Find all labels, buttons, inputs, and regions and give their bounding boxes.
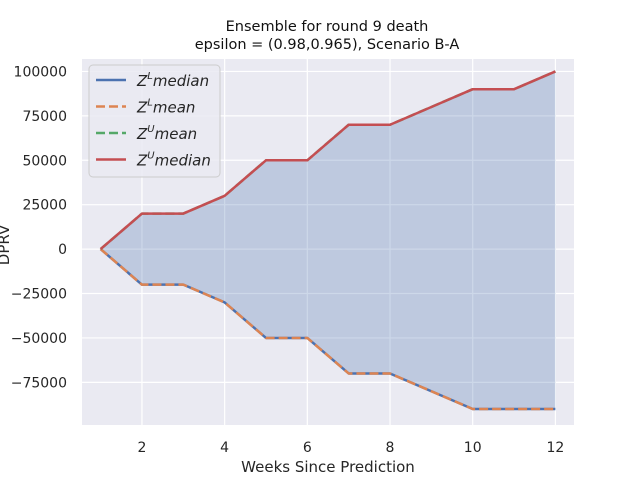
y-axis-label: DPRV: [0, 224, 13, 265]
chart-title: Ensemble for round 9 death: [226, 19, 429, 35]
x-tick-label: 6: [303, 440, 312, 456]
x-tick-label: 10: [464, 440, 482, 456]
y-tick-label: 100000: [14, 64, 67, 80]
y-tick-label: 0: [58, 242, 67, 258]
x-axis-ticks: 2 4 6 8 10 12: [137, 440, 564, 456]
series-line-zu-median: [99, 70, 556, 251]
x-axis-label: Weeks Since Prediction: [241, 458, 415, 476]
series-line-zl-mean: [99, 248, 556, 411]
y-tick-label: 75000: [22, 109, 67, 125]
chart-subtitle: epsilon = (0.98,0.965), Scenario B-A: [195, 37, 460, 53]
y-tick-label: −25000: [11, 287, 67, 303]
legend-label-zl-mean: ZLmean: [136, 98, 195, 117]
y-tick-label: 25000: [22, 198, 67, 214]
uncertainty-band: [100, 71, 556, 410]
x-tick-label: 2: [137, 440, 146, 456]
legend-box: [88, 64, 221, 178]
series-lines: [99, 70, 556, 411]
y-tick-label: −75000: [11, 375, 67, 391]
y-tick-label: −50000: [11, 331, 67, 347]
legend: ZLmedian ZLmean ZUmean ZUmedian: [88, 64, 221, 178]
x-tick-label: 12: [546, 440, 564, 456]
legend-label-zu-median: ZUmedian: [136, 151, 211, 170]
legend-label-zu-mean: ZUmean: [136, 124, 197, 143]
legend-label-zl-median: ZLmedian: [136, 71, 209, 90]
y-axis-ticks: −75000 −50000 −25000 0 25000 50000 75000 100000: [11, 64, 67, 391]
x-tick-label: 8: [386, 440, 395, 456]
y-tick-label: 50000: [22, 153, 67, 169]
x-tick-label: 4: [220, 440, 229, 456]
